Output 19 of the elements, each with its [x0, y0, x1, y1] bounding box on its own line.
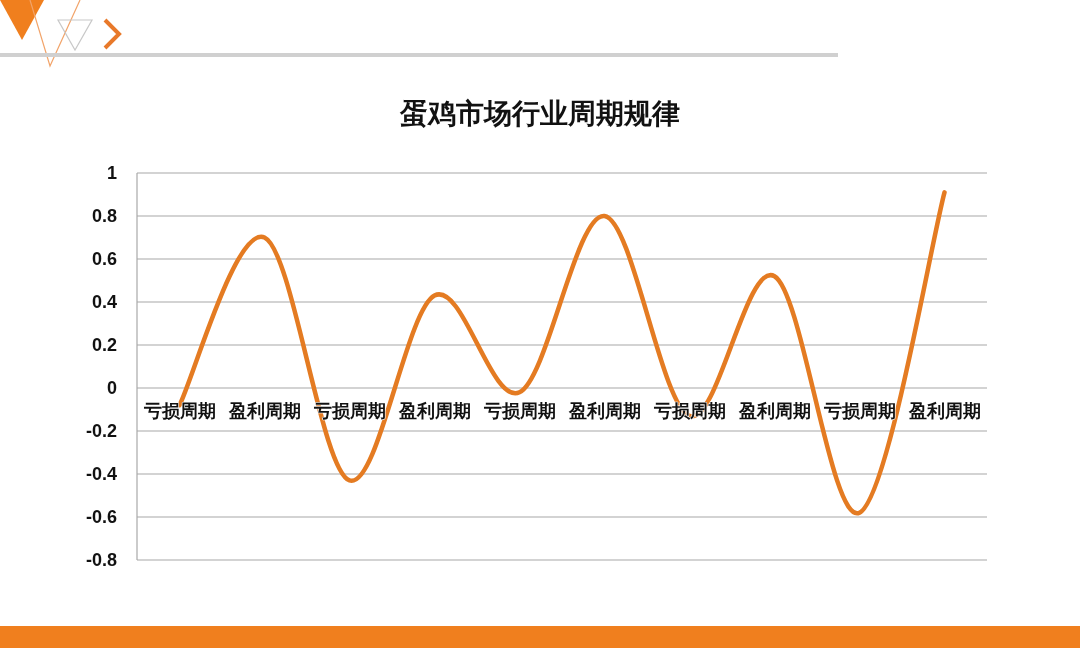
y-tick-label: 0.8 — [91, 206, 117, 226]
y-tick-label: -0.4 — [85, 464, 117, 484]
x-tick-label: 盈利周期 — [737, 401, 811, 421]
x-tick-label: 盈利周期 — [907, 401, 981, 421]
x-tick-label: 亏损周期 — [822, 401, 896, 421]
chart-title: 蛋鸡市场行业周期规律 — [399, 97, 680, 129]
y-tick-label: -0.2 — [85, 421, 117, 441]
x-tick-label: 盈利周期 — [567, 401, 641, 421]
y-tick-label: -0.8 — [85, 550, 117, 570]
y-tick-label: 0.6 — [91, 249, 117, 269]
x-tick-label: 亏损周期 — [142, 401, 216, 421]
y-tick-label: 0 — [106, 378, 117, 398]
x-tick-label: 盈利周期 — [227, 401, 301, 421]
x-tick-label: 亏损周期 — [482, 401, 556, 421]
y-tick-label: 0.4 — [91, 292, 117, 312]
y-tick-label: 0.2 — [91, 335, 117, 355]
x-tick-label: 盈利周期 — [397, 401, 471, 421]
y-tick-label: -0.6 — [85, 507, 117, 527]
y-tick-label: 1 — [106, 163, 117, 183]
